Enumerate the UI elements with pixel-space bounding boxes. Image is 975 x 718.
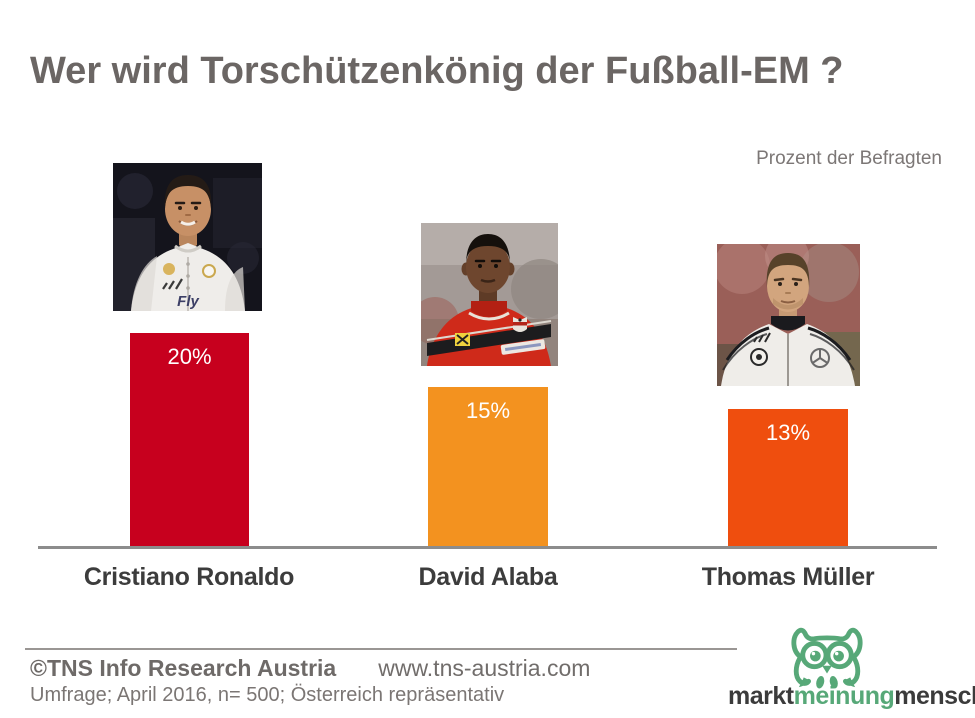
category-label-cristiano-ronaldo: Cristiano Ronaldo bbox=[83, 563, 295, 591]
x-axis-line bbox=[38, 546, 937, 549]
bar-cristiano-ronaldo: 20% bbox=[130, 333, 249, 546]
footer-source-row: ©TNS Info Research Austria www.tns-austr… bbox=[30, 655, 590, 682]
photo-thomas-mueller bbox=[717, 244, 860, 386]
brand-word-markt: markt bbox=[728, 682, 794, 710]
marktmeinungmensch-logo: marktmeinungmensch bbox=[728, 626, 975, 716]
category-label-thomas-mueller: Thomas Müller bbox=[701, 563, 875, 591]
photo-david-alaba bbox=[421, 223, 558, 366]
jersey-sponsor-text: Fly bbox=[177, 293, 199, 310]
source-url: www.tns-austria.com bbox=[378, 655, 591, 681]
brand-wordmark: marktmeinungmensch bbox=[728, 682, 975, 711]
survey-note: Umfrage; April 2016, n= 500; Österreich … bbox=[30, 684, 505, 706]
bar-thomas-mueller: 13% bbox=[728, 409, 848, 546]
page-title: Wer wird Torschützenkönig der Fußball-EM… bbox=[30, 50, 844, 92]
source-credit: ©TNS Info Research Austria bbox=[30, 655, 337, 681]
cristiano-ronaldo-portrait-illustration: Fly bbox=[113, 163, 262, 311]
unit-note: Prozent der Befragten bbox=[756, 148, 942, 169]
bar-value-label-alaba: 15% bbox=[465, 398, 511, 423]
photo-cristiano-ronaldo: Fly bbox=[113, 163, 262, 311]
bar-value-label-ronaldo: 20% bbox=[167, 344, 212, 369]
footer-divider bbox=[25, 648, 737, 650]
bar-david-alaba: 15% bbox=[428, 387, 548, 546]
brand-word-mensch: mensch bbox=[894, 682, 975, 710]
david-alaba-portrait-illustration bbox=[421, 223, 558, 366]
brand-word-meinung: meinung bbox=[793, 682, 895, 710]
bar-value-label-mueller: 13% bbox=[765, 420, 811, 445]
thomas-mueller-portrait-illustration bbox=[717, 244, 860, 386]
owl-logo-icon bbox=[791, 627, 863, 689]
category-label-david-alaba: David Alaba bbox=[418, 563, 558, 591]
